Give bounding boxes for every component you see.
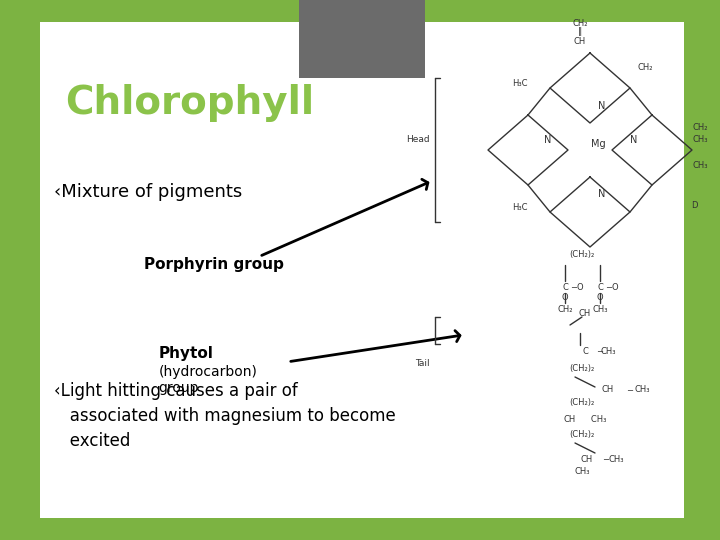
- Text: Phytol: Phytol: [158, 346, 213, 361]
- Text: (CH₂)₂: (CH₂)₂: [570, 430, 595, 440]
- Text: ‹Mixture of pigments: ‹Mixture of pigments: [54, 183, 242, 201]
- Text: ‹Light hitting causes a pair of
   associated with magnesium to become
   excite: ‹Light hitting causes a pair of associat…: [54, 382, 396, 450]
- Text: CH₂: CH₂: [692, 124, 708, 132]
- Text: CH₃: CH₃: [692, 160, 708, 170]
- Text: CH₂: CH₂: [572, 18, 588, 28]
- Text: Head: Head: [406, 136, 430, 145]
- Text: C: C: [562, 282, 568, 292]
- Text: CH: CH: [581, 455, 593, 463]
- Text: CH₃: CH₃: [575, 467, 590, 476]
- Text: ‖: ‖: [578, 26, 582, 36]
- Text: H₃C: H₃C: [513, 78, 528, 87]
- Text: C: C: [597, 282, 603, 292]
- Text: ─: ─: [628, 386, 632, 395]
- Text: N: N: [598, 189, 606, 199]
- Text: CH₃: CH₃: [593, 305, 608, 314]
- Text: Mg: Mg: [590, 139, 606, 149]
- Text: CH: CH: [602, 386, 614, 395]
- Bar: [299, 0, 425, 78]
- Text: O: O: [577, 282, 583, 292]
- Text: N: N: [544, 135, 552, 145]
- Text: N: N: [630, 135, 638, 145]
- Text: ─: ─: [598, 347, 603, 355]
- Text: ─: ─: [572, 282, 577, 292]
- Text: Tail: Tail: [415, 360, 430, 368]
- Text: CH₂: CH₂: [557, 305, 572, 314]
- Text: (CH₂)₂: (CH₂)₂: [570, 364, 595, 374]
- Text: (hydrocarbon): (hydrocarbon): [158, 364, 257, 379]
- Text: O: O: [612, 282, 618, 292]
- Text: N: N: [598, 101, 606, 111]
- Text: CH₃: CH₃: [692, 136, 708, 145]
- Text: CH: CH: [574, 37, 586, 45]
- Text: CH₃: CH₃: [583, 415, 607, 423]
- Text: (CH₂)₂: (CH₂)₂: [570, 251, 595, 260]
- Text: O: O: [562, 293, 568, 301]
- Text: group: group: [158, 381, 199, 395]
- Text: CH₃: CH₃: [608, 455, 624, 463]
- Text: C: C: [582, 347, 588, 355]
- Text: O: O: [597, 293, 603, 301]
- Text: H₃C: H₃C: [513, 202, 528, 212]
- Text: (CH₂)₂: (CH₂)₂: [570, 399, 595, 408]
- Text: D: D: [690, 200, 697, 210]
- Text: CH: CH: [579, 308, 591, 318]
- Text: ─: ─: [606, 282, 611, 292]
- Text: CH₃: CH₃: [634, 386, 649, 395]
- Text: CH₃: CH₃: [600, 347, 616, 355]
- Text: Chlorophyll: Chlorophyll: [65, 84, 314, 122]
- Text: CH₂: CH₂: [637, 64, 653, 72]
- Text: Porphyrin group: Porphyrin group: [144, 257, 284, 272]
- Text: CH: CH: [564, 415, 576, 423]
- Bar: [40, 22, 684, 518]
- Text: ─: ─: [603, 455, 608, 463]
